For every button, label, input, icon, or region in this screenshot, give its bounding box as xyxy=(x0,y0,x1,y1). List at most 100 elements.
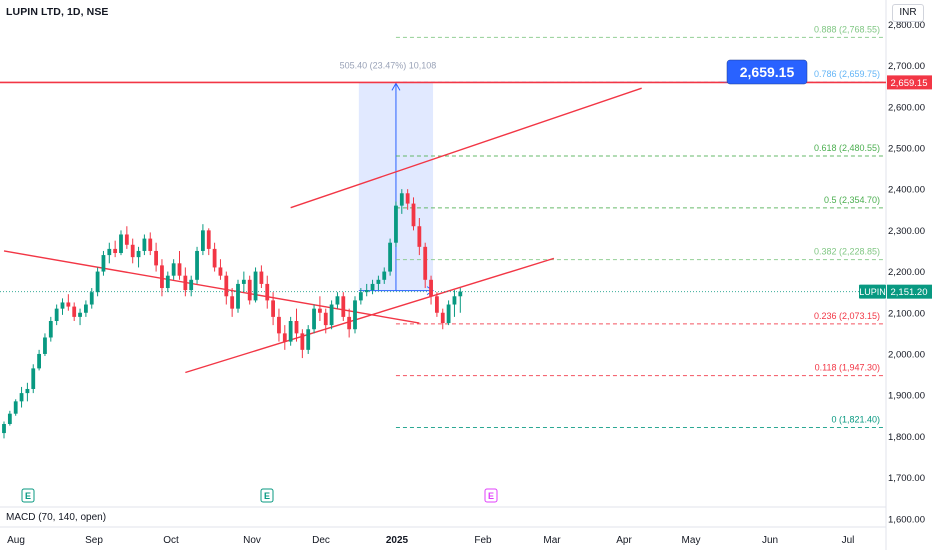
candle[interactable] xyxy=(370,283,375,291)
candle[interactable] xyxy=(335,296,340,305)
candle[interactable] xyxy=(43,337,47,354)
candle[interactable] xyxy=(452,296,457,305)
candle[interactable] xyxy=(259,271,264,284)
candle[interactable] xyxy=(7,413,12,424)
candle[interactable] xyxy=(405,193,410,204)
candle[interactable] xyxy=(48,321,53,338)
candle[interactable] xyxy=(429,279,433,297)
candle[interactable] xyxy=(277,316,281,334)
candle[interactable] xyxy=(265,283,270,301)
earnings-marker[interactable] xyxy=(484,488,498,503)
currency-button[interactable]: INR xyxy=(892,4,924,22)
x-tick-label: Apr xyxy=(616,535,632,546)
candle[interactable] xyxy=(37,353,41,369)
candle[interactable] xyxy=(195,250,199,280)
candle[interactable] xyxy=(54,308,59,321)
descending-trendline[interactable] xyxy=(3,250,420,324)
candle[interactable] xyxy=(312,308,316,330)
candle[interactable] xyxy=(288,321,293,342)
candle[interactable] xyxy=(2,424,6,434)
candle[interactable] xyxy=(394,205,398,243)
candle[interactable] xyxy=(206,230,211,249)
candle[interactable] xyxy=(177,263,182,276)
candle[interactable] xyxy=(300,333,305,350)
earnings-marker[interactable] xyxy=(260,488,274,503)
candle[interactable] xyxy=(84,304,88,313)
channel-upper-line[interactable] xyxy=(290,87,642,209)
candle[interactable] xyxy=(294,321,299,334)
candle[interactable] xyxy=(212,248,217,268)
candle[interactable] xyxy=(423,246,428,280)
candle[interactable] xyxy=(60,302,65,309)
candle[interactable] xyxy=(376,279,381,284)
candle[interactable] xyxy=(364,290,369,293)
candle[interactable] xyxy=(282,333,287,342)
candle[interactable] xyxy=(399,193,404,206)
candle[interactable] xyxy=(253,271,258,301)
candle[interactable] xyxy=(411,203,416,227)
candle[interactable] xyxy=(347,316,352,330)
candle[interactable] xyxy=(183,275,188,291)
candle[interactable] xyxy=(136,250,141,258)
candle[interactable] xyxy=(19,393,24,402)
candle[interactable] xyxy=(78,312,82,317)
x-tick-label: Sep xyxy=(85,535,103,546)
x-tick-label: Dec xyxy=(312,535,330,546)
candle[interactable] xyxy=(130,244,135,258)
fib-level-label: 0 (1,821.40) xyxy=(831,415,880,425)
candle[interactable] xyxy=(189,279,194,291)
candle[interactable] xyxy=(148,238,153,251)
resistance-price-label: 2,659.15 xyxy=(891,78,928,89)
candle[interactable] xyxy=(142,238,147,251)
candle[interactable] xyxy=(329,304,334,326)
candle[interactable] xyxy=(247,279,252,301)
candle[interactable] xyxy=(113,248,118,254)
candle[interactable] xyxy=(271,300,275,317)
candle[interactable] xyxy=(89,292,94,305)
candle[interactable] xyxy=(435,296,439,313)
candle[interactable] xyxy=(119,234,123,254)
candle[interactable] xyxy=(341,296,346,317)
candle[interactable] xyxy=(95,271,100,293)
y-tick-label: 2,100.00 xyxy=(888,308,925,319)
candle[interactable] xyxy=(323,312,328,326)
candle[interactable] xyxy=(382,271,387,280)
candle[interactable] xyxy=(236,283,240,309)
candle[interactable] xyxy=(66,302,71,307)
candle[interactable] xyxy=(446,304,451,324)
channel-lower-line[interactable] xyxy=(185,257,555,374)
fib-level-label: 0.236 (2,073.15) xyxy=(814,311,880,321)
candle[interactable] xyxy=(13,401,18,414)
candle[interactable] xyxy=(25,388,30,394)
candle[interactable] xyxy=(458,291,463,297)
earnings-marker[interactable] xyxy=(21,488,35,503)
candle[interactable] xyxy=(154,250,158,266)
candle[interactable] xyxy=(171,263,176,276)
candle[interactable] xyxy=(218,267,223,276)
callout-box[interactable] xyxy=(726,59,808,85)
candle[interactable] xyxy=(440,312,445,324)
candle[interactable] xyxy=(224,275,229,297)
candle[interactable] xyxy=(353,300,357,330)
candle[interactable] xyxy=(417,226,422,247)
candle[interactable] xyxy=(388,242,392,272)
candle[interactable] xyxy=(160,265,164,289)
candle[interactable] xyxy=(230,296,235,309)
candle[interactable] xyxy=(358,292,363,301)
callout-label: 2,659.15 xyxy=(740,64,795,80)
candle[interactable] xyxy=(306,329,311,350)
macd-indicator-label[interactable]: MACD (70, 140, open) xyxy=(6,512,107,523)
candle[interactable] xyxy=(31,368,36,389)
fib-level-label: 0.786 (2,659.75) xyxy=(814,69,880,79)
candle[interactable] xyxy=(124,234,129,245)
candle[interactable] xyxy=(201,230,205,251)
candle[interactable] xyxy=(72,306,77,317)
y-tick-label: 2,400.00 xyxy=(888,185,925,196)
candle[interactable] xyxy=(318,308,322,313)
candle[interactable] xyxy=(241,279,246,284)
candle[interactable] xyxy=(101,255,106,272)
candle[interactable] xyxy=(165,275,170,289)
candle[interactable] xyxy=(107,248,112,256)
